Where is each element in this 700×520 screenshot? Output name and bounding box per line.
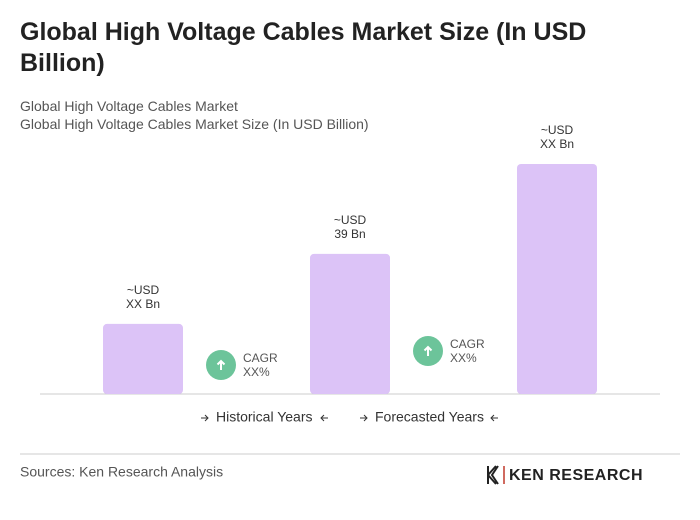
cagr-label: CAGR — [243, 351, 278, 365]
cagr-label: CAGR — [450, 337, 485, 351]
bar — [310, 253, 390, 394]
value-label: ~USD — [127, 283, 160, 297]
value-label: ~USD — [334, 213, 367, 227]
chart-title: Global High Voltage Cables Market Size (… — [20, 18, 587, 77]
cagr-arrow — [216, 359, 226, 370]
value-label: ~USD — [541, 123, 574, 137]
logo-icon — [487, 465, 499, 485]
value-label: 39 Bn — [334, 227, 365, 241]
arrow-icon — [320, 414, 328, 422]
subtitle: Global High Voltage Cables Market Size (… — [20, 116, 369, 132]
value-label: XX Bn — [126, 297, 160, 311]
legend-label: Forecasted Years — [375, 409, 484, 425]
cagr-arrow — [423, 345, 433, 356]
logo-text: KEN RESEARCH — [509, 467, 643, 484]
logo: KEN RESEARCH — [487, 465, 643, 485]
cagr-value: XX% — [243, 365, 270, 379]
arrow-icon — [201, 414, 209, 422]
bar — [517, 164, 597, 394]
bar — [103, 323, 183, 394]
legend-label: Historical Years — [216, 409, 313, 425]
source: Sources: Ken Research Analysis — [20, 464, 223, 480]
value-label: XX Bn — [540, 137, 574, 151]
legend-historical: Historical Years — [201, 409, 328, 425]
cagr-value: XX% — [450, 351, 477, 365]
legend-forecast: Forecasted Years — [360, 409, 498, 425]
arrow-icon — [490, 414, 498, 422]
arrow-icon — [360, 414, 368, 422]
subtitle: Global High Voltage Cables Market — [20, 98, 238, 114]
